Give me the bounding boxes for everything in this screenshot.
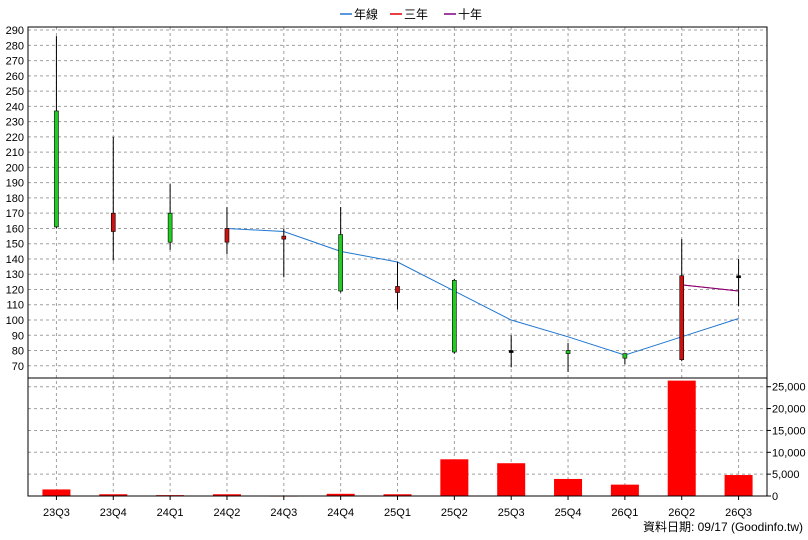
price-tick-label: 150 [6, 239, 24, 251]
volume-bar [212, 494, 241, 496]
x-tick-label: 24Q3 [270, 507, 297, 519]
candle-body [622, 353, 628, 359]
price-tick-label: 210 [6, 147, 24, 159]
price-tick-label: 140 [6, 254, 24, 266]
price-tick-label: 180 [6, 193, 24, 205]
price-tick-label: 80 [12, 346, 24, 358]
candle-body [281, 235, 287, 240]
volume-tick-label: 0 [772, 491, 778, 503]
source-note: 資料日期: 09/17 (Goodinfo.tw) [643, 520, 803, 534]
volume-bar [99, 494, 128, 496]
candle-body [452, 280, 457, 353]
price-tick-label: 290 [6, 25, 24, 37]
price-tick-label: 120 [6, 284, 24, 296]
price-tick-label: 90 [12, 330, 24, 342]
volume-bar [440, 459, 469, 496]
series-line [681, 284, 739, 292]
candle-body [508, 350, 514, 353]
price-tick-label: 240 [6, 101, 24, 113]
price-tick-label: 280 [6, 40, 24, 52]
x-tick-label: 24Q2 [214, 507, 241, 519]
price-tick-label: 160 [6, 223, 24, 235]
volume-tick-label: 5,000 [772, 469, 800, 481]
candle-body [224, 228, 230, 243]
plot-frame [27, 26, 768, 497]
price-tick-label: 130 [6, 269, 24, 281]
price-tick-label: 110 [6, 300, 24, 312]
candlesticks [54, 36, 741, 372]
x-tick-label: 24Q4 [327, 507, 354, 519]
volume-bar [42, 489, 71, 496]
legend-label: 三年 [404, 8, 428, 22]
volume-bar [724, 475, 753, 496]
legend-label: 年線 [354, 7, 378, 22]
volume-bar [326, 493, 355, 496]
price-tick-label: 270 [6, 56, 24, 68]
chart-legend: 年線 三年 十年 [340, 7, 482, 22]
price-tick-label: 220 [6, 132, 24, 144]
candle-body [338, 234, 343, 292]
x-tick-label: 26Q3 [725, 507, 752, 519]
volume-tick-label: 10,000 [772, 447, 806, 459]
candle-body [565, 350, 571, 354]
x-tick-label: 26Q1 [611, 507, 638, 519]
price-tick-label: 200 [6, 162, 24, 174]
price-axis: 70 80 90 100 110 120 130 140 150 160 170 180 190 200 2… [6, 25, 24, 373]
x-tick-label: 25Q1 [384, 507, 411, 519]
candle-body [54, 110, 59, 228]
price-tick-label: 70 [12, 361, 24, 373]
price-tick-label: 230 [6, 117, 24, 129]
volume-tick-label: 20,000 [772, 404, 806, 416]
price-tick-label: 260 [6, 71, 24, 83]
candle-body [395, 286, 400, 293]
price-tick-label: 250 [6, 86, 24, 98]
x-tick-label: 26Q2 [668, 507, 695, 519]
average-lines [226, 227, 739, 356]
volume-axis: 0 5,000 10,000 15,000 20,000 25,000 [767, 382, 806, 503]
volume-bar [610, 484, 639, 496]
volume-bar [667, 380, 696, 496]
volume-tick-label: 15,000 [772, 425, 806, 437]
volume-bar [497, 463, 526, 496]
price-tick-label: 170 [6, 208, 24, 220]
volume-bar [554, 478, 583, 496]
x-tick-label: 24Q1 [157, 507, 184, 519]
x-tick-label: 25Q2 [441, 507, 468, 519]
volume-tick-label: 25,000 [772, 382, 806, 394]
x-tick-label: 23Q3 [43, 507, 70, 519]
candle-body [110, 212, 116, 232]
candle-body [736, 275, 741, 279]
price-tick-label: 190 [6, 178, 24, 190]
price-tick-label: 100 [6, 315, 24, 327]
x-axis: 23Q3 23Q4 24Q1 24Q2 24Q3 24Q4 25Q1 25Q2 25Q3 25Q4… [43, 496, 752, 519]
x-tick-label: 23Q4 [100, 507, 127, 519]
x-tick-label: 25Q3 [498, 507, 525, 519]
volume-bar [383, 494, 412, 496]
chart-grid [28, 27, 767, 497]
candle-body [167, 212, 173, 243]
candle-body [679, 275, 685, 360]
series-line [226, 227, 739, 356]
x-tick-label: 25Q4 [555, 507, 582, 519]
legend-label: 十年 [458, 8, 482, 22]
